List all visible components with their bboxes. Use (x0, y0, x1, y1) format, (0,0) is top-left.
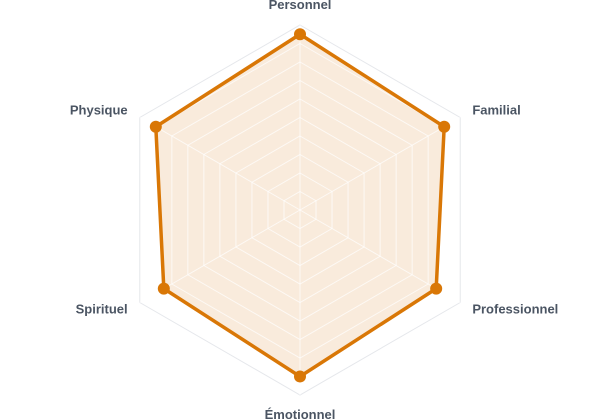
axis-label: Familial (472, 103, 520, 118)
data-point (294, 370, 306, 383)
axis-label: Professionnel (472, 302, 558, 317)
axis-label: Spirituel (76, 302, 128, 317)
data-point (438, 120, 451, 133)
data-point (294, 28, 306, 41)
grid-spoke (299, 117, 461, 211)
data-point (149, 120, 162, 133)
grid-spoke (139, 117, 301, 211)
axis-label: Personnel (269, 0, 332, 12)
data-point (157, 282, 170, 295)
data-point (430, 282, 443, 295)
axis-label: Physique (70, 103, 128, 118)
axis-label: Émotionnel (265, 407, 336, 419)
